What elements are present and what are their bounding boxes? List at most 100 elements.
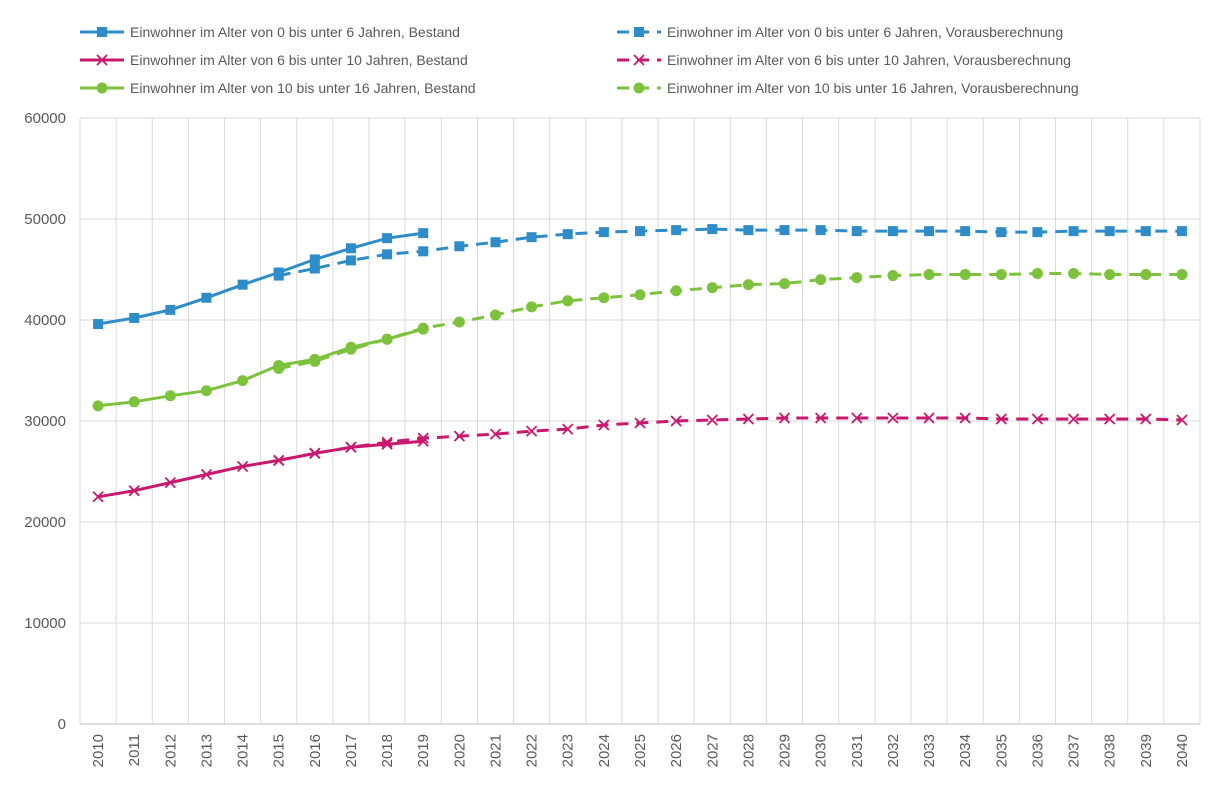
series-2 [273, 224, 1187, 281]
data-point [309, 355, 321, 367]
x-tick-label: 2032 [885, 734, 902, 767]
legend-item: Einwohner im Alter von 10 bis unter 16 J… [617, 80, 1079, 96]
legend-label: Einwohner im Alter von 6 bis unter 10 Ja… [667, 52, 1071, 68]
x-tick-label: 2028 [740, 734, 757, 767]
legend-item: Einwohner im Alter von 10 bis unter 16 J… [80, 80, 476, 96]
data-point [453, 316, 465, 328]
x-tick-label: 2039 [1138, 734, 1155, 767]
data-point [417, 322, 429, 334]
x-tick-label: 2025 [632, 734, 649, 767]
data-point [128, 485, 140, 497]
y-tick-label: 0 [58, 716, 66, 733]
data-point [887, 270, 899, 282]
x-tick-label: 2034 [957, 734, 974, 767]
data-point [1068, 268, 1080, 280]
data-point [1032, 227, 1043, 238]
legend-label: Einwohner im Alter von 6 bis unter 10 Ja… [130, 52, 468, 68]
data-point [273, 362, 285, 374]
data-point [1176, 269, 1188, 281]
data-point [382, 249, 393, 260]
data-point [634, 417, 646, 429]
data-point [598, 227, 609, 238]
x-tick-label: 2021 [487, 734, 504, 767]
legend-marker [633, 54, 645, 66]
x-tick-label: 2018 [379, 734, 396, 767]
legend: Einwohner im Alter von 0 bis unter 6 Jah… [80, 24, 1079, 96]
x-tick-label: 2019 [415, 734, 432, 767]
series-line [97, 231, 424, 326]
data-point [525, 425, 538, 437]
x-tick-label: 2013 [198, 734, 215, 767]
data-point [815, 225, 826, 236]
data-point [92, 400, 104, 412]
data-point [200, 468, 213, 481]
data-point [128, 396, 140, 408]
legend-label: Einwohner im Alter von 0 bis unter 6 Jah… [667, 24, 1063, 40]
data-point [1140, 413, 1152, 425]
data-point [887, 226, 898, 237]
data-point [129, 312, 140, 323]
x-tick-label: 2020 [451, 734, 468, 767]
legend-label: Einwohner im Alter von 0 bis unter 6 Jah… [130, 24, 460, 40]
legend-label: Einwohner im Alter von 10 bis unter 16 J… [130, 80, 476, 96]
data-point [996, 227, 1007, 238]
data-point [670, 285, 682, 297]
data-point [1140, 269, 1152, 281]
data-point [418, 246, 429, 257]
series-6 [273, 268, 1188, 374]
data-point [959, 412, 971, 424]
data-point [237, 279, 248, 290]
data-point [1104, 413, 1116, 425]
x-tick-label: 2026 [668, 734, 685, 767]
x-tick-label: 2012 [162, 734, 179, 767]
data-point [345, 243, 356, 254]
data-point [489, 428, 502, 440]
series-4 [273, 412, 1188, 467]
legend-item: Einwohner im Alter von 0 bis unter 6 Jah… [617, 24, 1063, 40]
data-point [309, 254, 320, 265]
x-tick-label: 2040 [1174, 734, 1191, 767]
data-point [671, 225, 682, 236]
data-point [1176, 414, 1188, 426]
series-line [97, 327, 424, 408]
legend-marker [633, 82, 645, 94]
data-point [815, 274, 827, 286]
data-point [526, 232, 537, 243]
data-point [489, 309, 501, 321]
grid-lines [79, 117, 1201, 725]
data-point [1031, 268, 1043, 280]
data-point [598, 419, 610, 431]
data-point [851, 412, 863, 424]
x-tick-label: 2014 [235, 734, 252, 767]
data-point [706, 282, 718, 294]
y-tick-label: 40000 [24, 312, 66, 329]
x-tick-label: 2024 [596, 734, 613, 767]
y-tick-label: 10000 [24, 615, 66, 632]
x-tick-label: 2030 [813, 734, 830, 767]
series-layer [92, 224, 1188, 503]
data-point [526, 301, 538, 313]
data-point [815, 412, 827, 424]
x-tick-label: 2029 [777, 734, 794, 767]
data-point [743, 225, 754, 236]
legend-item: Einwohner im Alter von 0 bis unter 6 Jah… [80, 24, 460, 40]
x-axis-ticks: 2010 2011 2012 2013 2014 2015 2016 2017 2018 2019… [90, 734, 1191, 767]
data-point [851, 226, 862, 237]
data-point [562, 295, 574, 307]
data-point [381, 436, 393, 448]
legend-marker [96, 54, 108, 66]
data-point [1176, 226, 1187, 237]
data-point [742, 413, 755, 425]
data-point [490, 237, 501, 248]
data-point [923, 269, 935, 281]
x-tick-label: 2037 [1066, 734, 1083, 767]
data-point [273, 270, 284, 281]
legend-item: Einwohner im Alter von 6 bis unter 10 Ja… [80, 52, 468, 68]
data-point [454, 241, 465, 252]
x-tick-label: 2022 [524, 734, 541, 767]
data-point [309, 447, 321, 459]
data-point [418, 228, 429, 239]
legend-marker [96, 82, 108, 94]
x-tick-label: 2011 [126, 734, 143, 766]
